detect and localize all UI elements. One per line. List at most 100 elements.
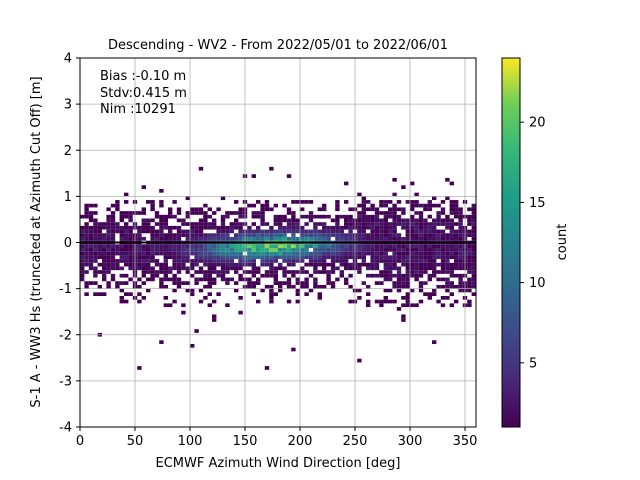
heatmap-cell-67 [93, 225, 98, 230]
heatmap-cell-614 [229, 255, 234, 260]
heatmap-cell-243 [137, 236, 142, 241]
heatmap-cell-643 [238, 277, 243, 282]
heatmap-cell-1583 [449, 200, 454, 204]
heatmap-cell-830 [282, 259, 287, 263]
heatmap-cell-85 [97, 225, 102, 230]
heatmap-cell-1215 [379, 303, 384, 308]
heatmap-cell-584 [220, 236, 226, 241]
heatmap-cell-1610 [458, 266, 463, 271]
heatmap-cell-1674 [471, 266, 476, 271]
heatmap-cell-19 [84, 270, 89, 274]
heatmap-cell-428 [185, 259, 190, 263]
heatmap-cell-936 [308, 273, 314, 278]
heatmap-cell-815 [278, 251, 283, 256]
heatmap-cell-564 [216, 251, 221, 256]
heatmap-cell-1067 [344, 266, 349, 271]
colorbar-tick-label-3: 20 [529, 116, 546, 131]
heatmap-cell-540 [212, 299, 217, 304]
heatmap-cell-1571 [449, 248, 454, 252]
heatmap-cell-82 [97, 236, 102, 241]
y-tick-label-1: -3 [59, 374, 72, 389]
heatmap-cell-1353 [405, 277, 410, 282]
heatmap-cell-485 [198, 248, 204, 252]
heatmap-cell-490 [198, 229, 204, 234]
heatmap-cell-1672 [471, 273, 476, 278]
heatmap-cell-1506 [436, 251, 441, 256]
heatmap-cell-629 [234, 255, 239, 260]
heatmap-cell-62 [93, 244, 98, 249]
heatmap-cell-1665 [467, 218, 472, 223]
heatmap-cell-1579 [449, 218, 454, 223]
heatmap-cell-334 [159, 200, 164, 204]
heatmap-cell-736 [260, 259, 265, 263]
heatmap-cell-1493 [432, 233, 437, 237]
heatmap-cell-958 [313, 251, 318, 256]
heatmap-cell-990 [322, 255, 327, 260]
heatmap-cell-1312 [396, 259, 402, 263]
heatmap-cell-304 [154, 259, 160, 263]
heatmap-cell-141 [115, 284, 120, 289]
heatmap-cell-883 [295, 299, 300, 304]
heatmap-cell-1407 [414, 233, 419, 237]
heatmap-cell-943 [308, 236, 314, 241]
heatmap-cell-909 [300, 244, 305, 249]
heatmap-cell-272 [146, 259, 151, 263]
heatmap-cell-905 [300, 259, 305, 263]
heatmap-cell-713 [251, 211, 256, 215]
heatmap-cell-1584 [449, 181, 454, 186]
heatmap-cell-1555 [445, 225, 450, 230]
heatmap-cell-83 [97, 233, 102, 237]
heatmap-cell-1297 [392, 218, 397, 223]
heatmap-cell-139 [110, 211, 116, 215]
heatmap-cell-320 [159, 266, 164, 271]
heatmap-cell-1255 [383, 214, 388, 219]
heatmap-cell-748 [260, 211, 265, 215]
heatmap-cell-32 [84, 214, 89, 219]
heatmap-cell-722 [256, 251, 261, 256]
heatmap-cell-1027 [330, 244, 336, 249]
heatmap-cell-1440 [423, 281, 428, 285]
heatmap-cell-840 [282, 218, 287, 223]
heatmap-cell-235 [137, 266, 142, 271]
heatmap-cell-792 [273, 277, 278, 282]
heatmap-cell-423 [181, 218, 186, 223]
heatmap-cell-1416 [418, 299, 424, 304]
heatmap-cell-749 [260, 207, 265, 212]
heatmap-cell-1408 [414, 229, 419, 234]
heatmap-cell-1381 [410, 244, 415, 249]
heatmap-cell-466 [194, 251, 199, 256]
heatmap-cell-1100 [348, 207, 353, 212]
heatmap-cell-1330 [401, 281, 406, 285]
heatmap-cell-352 [163, 225, 168, 230]
heatmap-cell-570 [216, 229, 221, 234]
heatmap-cell-1128 [357, 236, 362, 241]
heatmap-cell-263 [141, 218, 146, 223]
heatmap-cell-351 [163, 233, 168, 237]
heatmap-cell-995 [322, 236, 327, 241]
heatmap-cell-290 [150, 248, 155, 252]
heatmap-cell-824 [278, 218, 283, 223]
heatmap-cell-553 [212, 233, 217, 237]
heatmap-cell-1521 [440, 277, 446, 282]
heatmap-cell-1511 [436, 233, 441, 237]
heatmap-cell-58 [93, 259, 98, 263]
heatmap-cell-972 [317, 262, 322, 267]
heatmap-cell-1175 [366, 207, 371, 212]
heatmap-cell-1148 [361, 229, 366, 234]
y-tick-label-0: -4 [59, 421, 72, 436]
heatmap-cell-1056 [339, 251, 344, 256]
heatmap-cell-234 [137, 277, 142, 282]
heatmap-cell-914 [300, 225, 305, 230]
heatmap-cell-1070 [344, 255, 349, 260]
heatmap-cell-1230 [379, 222, 384, 226]
heatmap-cell-1483 [432, 270, 437, 274]
heatmap-cell-18 [84, 281, 89, 285]
heatmap-cell-1049 [335, 203, 340, 208]
heatmap-cell-1011 [326, 244, 331, 249]
heatmap-cell-1035 [335, 259, 340, 263]
heatmap-cell-123 [110, 273, 116, 278]
heatmap-cell-695 [251, 292, 256, 296]
heatmap-cell-1214 [374, 207, 380, 212]
heatmap-cell-1133 [357, 218, 362, 223]
